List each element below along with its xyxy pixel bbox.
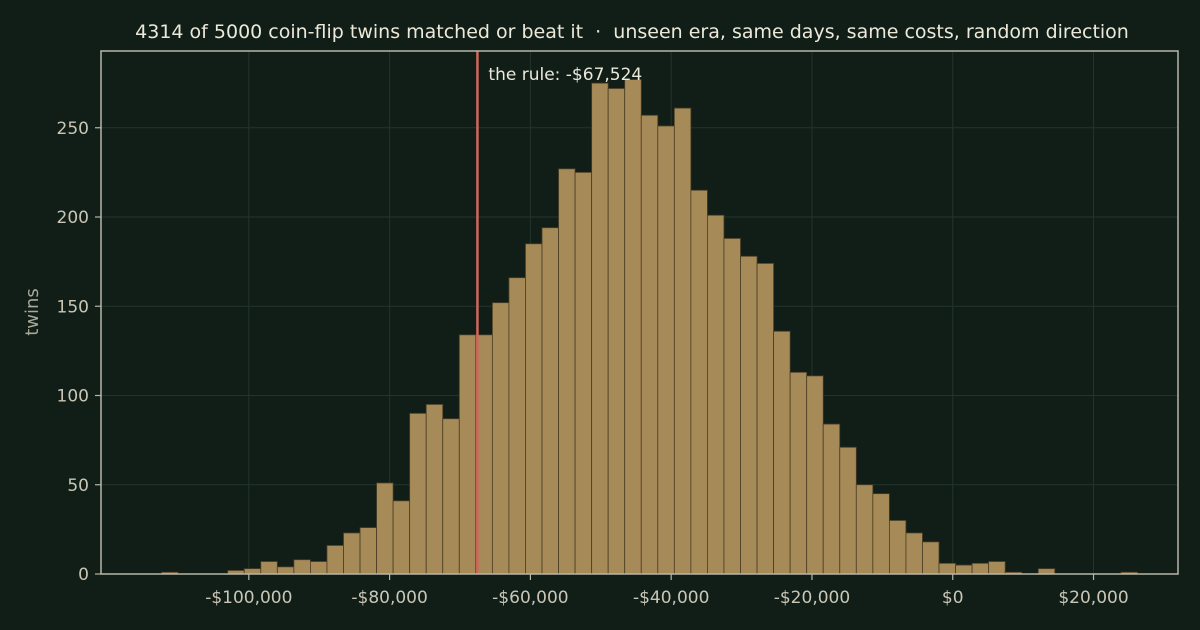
histogram-bar (326, 545, 344, 575)
histogram-bar (508, 277, 526, 575)
histogram-bar (756, 263, 774, 575)
x-tick-label: -$40,000 (633, 588, 709, 608)
histogram-bar (558, 168, 576, 575)
y-tick-label: 150 (57, 297, 89, 317)
histogram-bar (591, 82, 609, 575)
x-tick-label: -$100,000 (205, 588, 292, 608)
y-tick-label: 200 (57, 208, 89, 228)
y-tick-label: 0 (78, 565, 89, 585)
histogram-bar (310, 561, 328, 575)
histogram-bar (789, 371, 808, 575)
reference-line-group: the rule: -$67,524 (476, 51, 642, 574)
histogram-bar (624, 79, 642, 575)
histogram-bar (574, 171, 593, 575)
histogram-bars (161, 79, 1138, 575)
histogram-bar (442, 418, 460, 575)
reference-line-label: the rule: -$67,524 (488, 65, 642, 85)
x-tick-label: -$60,000 (492, 588, 568, 608)
histogram-bar (740, 255, 758, 575)
histogram-bar (607, 88, 626, 575)
y-axis-label: twins (22, 288, 43, 336)
histogram-bar (276, 566, 295, 575)
histogram-bar (1037, 568, 1056, 575)
histogram-bar (243, 568, 262, 575)
y-tick-label: 50 (67, 476, 89, 496)
x-tick-label: -$80,000 (351, 588, 427, 608)
histogram-bar (409, 412, 427, 575)
x-axis: -$100,000 -$80,000 -$60,000 -$40,000 -$20,00… (205, 574, 1129, 608)
x-tick-label: -$20,000 (774, 588, 850, 608)
histogram-bar (855, 484, 874, 575)
histogram-bar (260, 561, 278, 575)
histogram-bar (425, 404, 444, 575)
histogram-bar (872, 493, 890, 575)
histogram-bar (806, 375, 824, 575)
histogram-bar (640, 114, 659, 575)
histogram-bar (458, 334, 477, 575)
histogram-bar (707, 214, 725, 575)
histogram-bar (955, 564, 973, 575)
histogram-bar (922, 541, 940, 575)
chart-title: 4314 of 5000 coin-flip twins matched or … (135, 21, 1129, 43)
histogram-bar (971, 562, 990, 575)
histogram-bar (773, 330, 791, 575)
x-tick-label: $0 (942, 588, 964, 608)
histogram-bar (839, 446, 857, 575)
histogram-bar (822, 423, 841, 575)
histogram-bar (392, 500, 411, 575)
histogram-bar (673, 107, 692, 575)
histogram-bar (905, 532, 923, 575)
y-tick-label: 100 (57, 387, 89, 407)
y-tick-label: 250 (57, 119, 89, 139)
histogram-bar (657, 125, 675, 575)
histogram-bar (491, 302, 510, 575)
histogram-bar (359, 527, 377, 575)
histogram-bar (888, 520, 907, 575)
histogram-bar (541, 227, 559, 575)
plot-frame (100, 50, 1179, 575)
histogram-bar (343, 532, 361, 575)
y-axis: 0 50 100 150 200 250 (57, 119, 101, 585)
histogram-bar (293, 559, 311, 575)
histogram-bar (988, 561, 1006, 575)
histogram-bar (723, 238, 741, 575)
histogram-bar (690, 189, 708, 575)
histogram-bar (525, 243, 543, 575)
x-tick-label: $20,000 (1058, 588, 1128, 608)
histogram-bar (938, 562, 956, 575)
histogram-bar (376, 482, 394, 575)
